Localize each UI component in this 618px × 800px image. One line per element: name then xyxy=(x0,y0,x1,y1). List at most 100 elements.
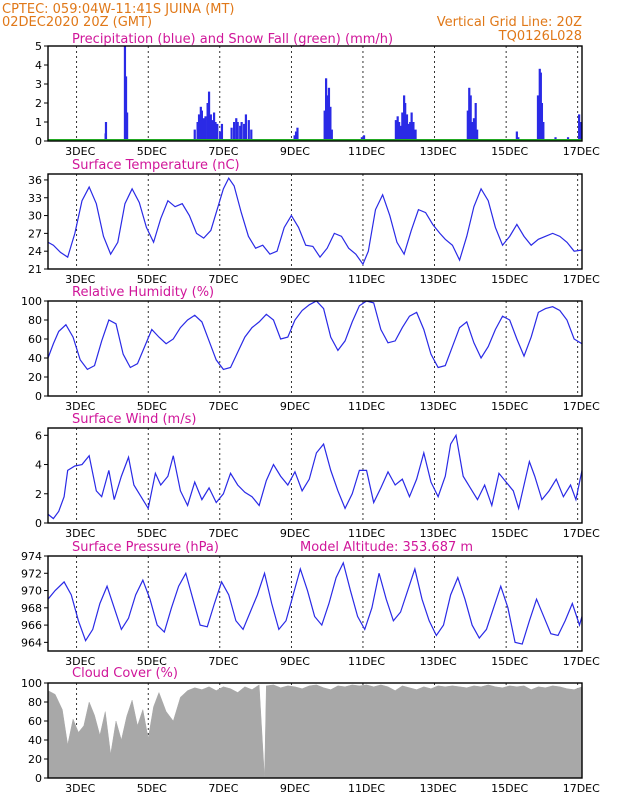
panel-title: Cloud Cover (%) xyxy=(72,666,178,681)
y-tick-label: 80 xyxy=(28,696,42,709)
precip-bar xyxy=(233,122,236,141)
x-tick-label: 3DEC xyxy=(65,527,95,540)
y-tick-label: 972 xyxy=(21,567,42,580)
x-tick-label: 17DEC xyxy=(563,400,600,413)
panel-precipitation: Precipitation (blue) and Snow Fall (gree… xyxy=(35,32,600,158)
precip-bar xyxy=(124,76,128,141)
precip-bar xyxy=(323,110,326,141)
precip-bar xyxy=(200,110,204,141)
precip-bar xyxy=(197,114,201,141)
precip-bar xyxy=(216,123,219,141)
y-tick-label: 5 xyxy=(35,40,42,53)
y-tick-label: 964 xyxy=(21,636,42,649)
y-tick-label: 966 xyxy=(21,619,42,632)
x-tick-label: 13DEC xyxy=(420,145,457,158)
precip-bar xyxy=(469,95,472,141)
precip-bar xyxy=(296,127,299,141)
precip-bar xyxy=(362,135,366,141)
panel-title: Relative Humidity (%) xyxy=(72,285,214,300)
x-tick-label: 7DEC xyxy=(208,655,238,668)
precip-bar xyxy=(579,122,583,141)
y-tick-label: 100 xyxy=(21,677,42,690)
precip-bar xyxy=(219,131,222,141)
precip-bar xyxy=(327,87,331,141)
precip-bar xyxy=(410,112,413,141)
x-tick-label: 17DEC xyxy=(563,273,600,286)
precip-bar xyxy=(405,114,409,141)
y-tick-label: 970 xyxy=(21,585,42,598)
y-tick-label: 40 xyxy=(28,734,42,747)
precip-bar xyxy=(396,116,399,141)
x-tick-label: 11DEC xyxy=(348,655,385,668)
x-tick-label: 5DEC xyxy=(137,527,167,540)
precip-bar xyxy=(220,123,224,141)
header-grid-line: Vertical Grid Line: 20Z xyxy=(437,15,582,30)
x-tick-label: 13DEC xyxy=(420,782,457,795)
series-line xyxy=(47,561,583,645)
y-tick-label: 80 xyxy=(28,314,42,327)
x-tick-label: 7DEC xyxy=(208,145,238,158)
precip-bar xyxy=(206,103,209,141)
precip-bar xyxy=(474,103,477,141)
x-tick-label: 5DEC xyxy=(137,655,167,668)
precip-bar xyxy=(207,91,211,141)
panel-wind: Surface Wind (m/s) 0 2 4 6 3DEC 5DEC 7DEC 9DEC 1… xyxy=(35,412,600,540)
precip-bar xyxy=(211,120,214,141)
y-tick-label: 33 xyxy=(28,192,42,205)
x-tick-label: 15DEC xyxy=(491,400,528,413)
x-tick-label: 9DEC xyxy=(280,400,310,413)
y-tick-label: 4 xyxy=(35,459,42,472)
x-tick-label: 7DEC xyxy=(208,782,238,795)
y-tick-label: 974 xyxy=(21,550,42,563)
precip-bar xyxy=(476,129,479,141)
precip-bar xyxy=(330,129,333,141)
panel-pressure: Surface Pressure (hPa) Model Altitude: 3… xyxy=(21,540,600,668)
x-tick-label: 5DEC xyxy=(137,400,167,413)
precip-bar xyxy=(515,131,518,141)
y-tick-label: 27 xyxy=(28,227,42,240)
precip-bar xyxy=(104,122,108,141)
precip-bar xyxy=(536,95,540,141)
x-tick-label: 17DEC xyxy=(563,527,600,540)
precip-bar xyxy=(404,103,407,141)
precip-bar xyxy=(239,125,242,141)
y-tick-label: 0 xyxy=(35,390,42,403)
x-tick-label: 7DEC xyxy=(208,527,238,540)
y-tick-label: 6 xyxy=(35,429,42,442)
y-tick-label: 21 xyxy=(28,263,42,276)
precip-bar xyxy=(409,122,412,141)
precip-bar xyxy=(244,114,248,141)
precip-bar xyxy=(414,129,417,141)
panel-title: Surface Pressure (hPa) xyxy=(72,540,219,555)
precip-bar xyxy=(540,103,544,141)
precip-bar xyxy=(214,122,217,141)
precip-bar xyxy=(407,123,410,141)
y-tick-label: 4 xyxy=(35,59,42,72)
y-tick-label: 100 xyxy=(21,295,42,308)
x-tick-label: 13DEC xyxy=(420,273,457,286)
header-model-code: TQ0126L028 xyxy=(498,29,582,44)
precip-bar xyxy=(250,129,253,141)
x-tick-label: 5DEC xyxy=(137,782,167,795)
y-tick-label: 40 xyxy=(28,352,42,365)
y-tick-label: 2 xyxy=(35,97,42,110)
plot-frame xyxy=(47,427,583,524)
x-tick-label: 15DEC xyxy=(491,145,528,158)
y-tick-label: 0 xyxy=(35,517,42,530)
panel-title: Precipitation (blue) and Snow Fall (gree… xyxy=(72,32,393,47)
x-tick-label: 17DEC xyxy=(563,655,600,668)
panel-temperature: Surface Temperature (nC) 21 24 27 30 33 36 3DE… xyxy=(28,158,600,286)
precip-bar xyxy=(472,118,476,141)
x-tick-label: 9DEC xyxy=(280,527,310,540)
y-tick-label: 3 xyxy=(35,78,42,91)
cloud-cover-area xyxy=(47,684,583,779)
x-tick-label: 13DEC xyxy=(420,527,457,540)
y-tick-label: 30 xyxy=(28,210,42,223)
x-tick-label: 15DEC xyxy=(491,655,528,668)
panel-title: Surface Wind (m/s) xyxy=(72,412,196,427)
x-tick-label: 9DEC xyxy=(280,273,310,286)
precip-bar xyxy=(236,122,239,141)
precip-bar xyxy=(293,135,296,141)
precip-bar xyxy=(471,122,474,141)
panel-humidity: Relative Humidity (%) 0 20 40 60 80 100 3DEC 5D… xyxy=(21,285,600,413)
